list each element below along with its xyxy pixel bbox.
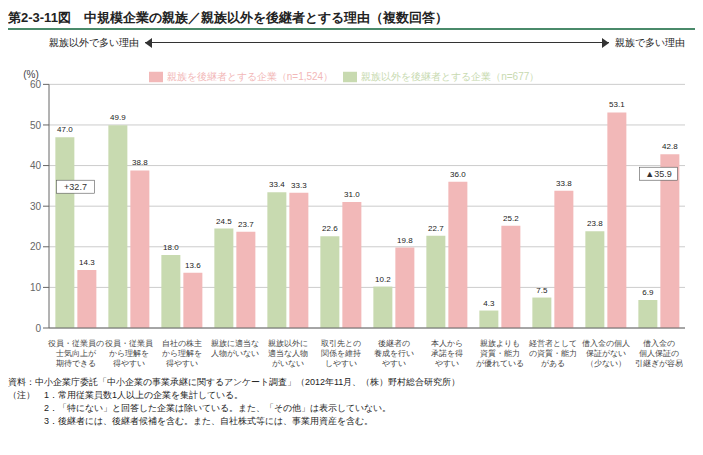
html-text:親族以外を後継者とする企業（n=677）: 親族以外を後継者とする企業（n=677）: [361, 71, 540, 82]
svg-text:20: 20: [30, 241, 42, 252]
svg-text:親族に適当な人物がいない: 親族に適当な人物がいない: [211, 339, 259, 358]
svg-text:18.0: 18.0: [163, 243, 179, 252]
svg-text:親族よりも資質・能力が優れている: 親族よりも資質・能力が優れている: [476, 339, 524, 368]
svg-text:取引先との関係を維持しやすい: 取引先との関係を維持しやすい: [321, 339, 361, 368]
svg-text:22.7: 22.7: [428, 224, 444, 233]
svg-text:24.5: 24.5: [216, 217, 232, 226]
svg-text:50: 50: [30, 120, 42, 131]
svg-text:後継者の養成を行いやすい: 後継者の養成を行いやすい: [374, 339, 414, 368]
html-text:親族で多い理由: 親族で多い理由: [615, 37, 685, 48]
svg-text:親族以外に適当な人物がいない: 親族以外に適当な人物がいない: [268, 339, 308, 368]
html-text:親族を後継者とする企業（n=1,524）: 親族を後継者とする企業（n=1,524）: [166, 71, 334, 82]
svg-text:23.7: 23.7: [238, 220, 254, 229]
svg-text:4.3: 4.3: [483, 299, 495, 308]
svg-text:(%): (%): [23, 69, 39, 80]
html-text:資料：中小企業庁委託「中小企業の事業承継に関するアンケート調: 資料：中小企業庁委託「中小企業の事業承継に関するアンケート調査」（2012年11…: [8, 377, 461, 387]
svg-text:47.0: 47.0: [57, 125, 73, 134]
svg-text:0: 0: [35, 323, 41, 334]
svg-text:22.6: 22.6: [322, 224, 338, 233]
svg-text:31.0: 31.0: [344, 190, 360, 199]
svg-text:7.5: 7.5: [536, 286, 548, 295]
svg-text:33.8: 33.8: [556, 179, 572, 188]
html-text:3．後継者には、後継者候補を含む。また、自社株式等には、事業: 3．後継者には、後継者候補を含む。また、自社株式等には、事業用資産を含む。: [8, 416, 373, 426]
svg-text:自社の株主から理解を得やすい: 自社の株主から理解を得やすい: [162, 339, 202, 368]
svg-text:役員・従業員の士気向上が期待できる: 役員・従業員の士気向上が期待できる: [48, 339, 104, 368]
html-text:2．「特にない」と回答した企業は除いている。また、「その他」: 2．「特にない」と回答した企業は除いている。また、「その他」は表示していない。: [8, 403, 391, 413]
html-text:親族以外で多い理由: 親族以外で多い理由: [49, 37, 139, 48]
svg-text:10.2: 10.2: [375, 275, 391, 284]
svg-text:6.9: 6.9: [642, 288, 654, 297]
svg-text:49.9: 49.9: [110, 113, 126, 122]
svg-text:25.2: 25.2: [503, 214, 519, 223]
svg-text:経営者としての資質・能力がある: 経営者としての資質・能力がある: [528, 339, 577, 368]
svg-text:42.8: 42.8: [662, 142, 678, 151]
svg-text:33.3: 33.3: [291, 181, 307, 190]
svg-text:借入金の個人保証の引継ぎが容易: 借入金の個人保証の引継ぎが容易: [635, 339, 683, 368]
html-text:第2-3-11図 中規模企業の親族／親族以外を後継者とする理: 第2-3-11図 中規模企業の親族／親族以外を後継者とする理由（複数回答）: [8, 10, 448, 25]
svg-text:13.6: 13.6: [185, 261, 201, 270]
svg-text:14.3: 14.3: [79, 258, 95, 267]
svg-text:19.8: 19.8: [397, 236, 413, 245]
svg-text:53.1: 53.1: [609, 100, 625, 109]
svg-text:▲35.9: ▲35.9: [645, 169, 671, 179]
svg-text:60: 60: [30, 79, 42, 90]
svg-text:借入金の個人保証がない（少ない）: 借入金の個人保証がない（少ない）: [582, 339, 630, 368]
svg-text:+32.7: +32.7: [64, 182, 87, 192]
svg-text:役員・従業員から理解を得やすい: 役員・従業員から理解を得やすい: [105, 339, 153, 368]
svg-text:36.0: 36.0: [450, 170, 466, 179]
svg-text:38.8: 38.8: [132, 158, 148, 167]
svg-text:10: 10: [30, 282, 42, 293]
html-text:（注） 1．常用従業員数1人以上の企業を集計している。: （注） 1．常用従業員数1人以上の企業を集計している。: [8, 390, 243, 400]
svg-text:30: 30: [30, 201, 42, 212]
svg-text:本人から承諾を得やすい: 本人から承諾を得やすい: [431, 339, 463, 368]
svg-text:40: 40: [30, 160, 42, 171]
svg-text:33.4: 33.4: [269, 180, 285, 189]
svg-text:23.8: 23.8: [587, 219, 603, 228]
